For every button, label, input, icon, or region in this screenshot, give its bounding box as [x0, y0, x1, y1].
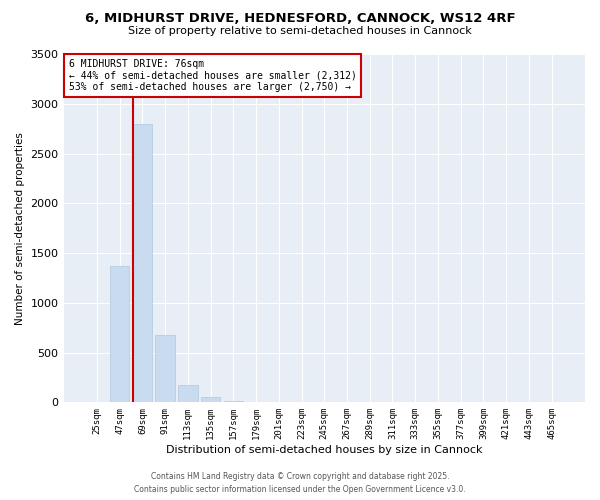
Text: 6, MIDHURST DRIVE, HEDNESFORD, CANNOCK, WS12 4RF: 6, MIDHURST DRIVE, HEDNESFORD, CANNOCK, …	[85, 12, 515, 26]
Bar	[201, 398, 220, 402]
Bar	[224, 401, 243, 402]
Text: Size of property relative to semi-detached houses in Cannock: Size of property relative to semi-detach…	[128, 26, 472, 36]
Bar	[155, 334, 175, 402]
Bar	[178, 385, 197, 402]
X-axis label: Distribution of semi-detached houses by size in Cannock: Distribution of semi-detached houses by …	[166, 445, 482, 455]
Bar	[110, 266, 130, 402]
Text: Contains HM Land Registry data © Crown copyright and database right 2025.
Contai: Contains HM Land Registry data © Crown c…	[134, 472, 466, 494]
Bar	[133, 124, 152, 402]
Text: 6 MIDHURST DRIVE: 76sqm
← 44% of semi-detached houses are smaller (2,312)
53% of: 6 MIDHURST DRIVE: 76sqm ← 44% of semi-de…	[69, 59, 356, 92]
Y-axis label: Number of semi-detached properties: Number of semi-detached properties	[15, 132, 25, 324]
